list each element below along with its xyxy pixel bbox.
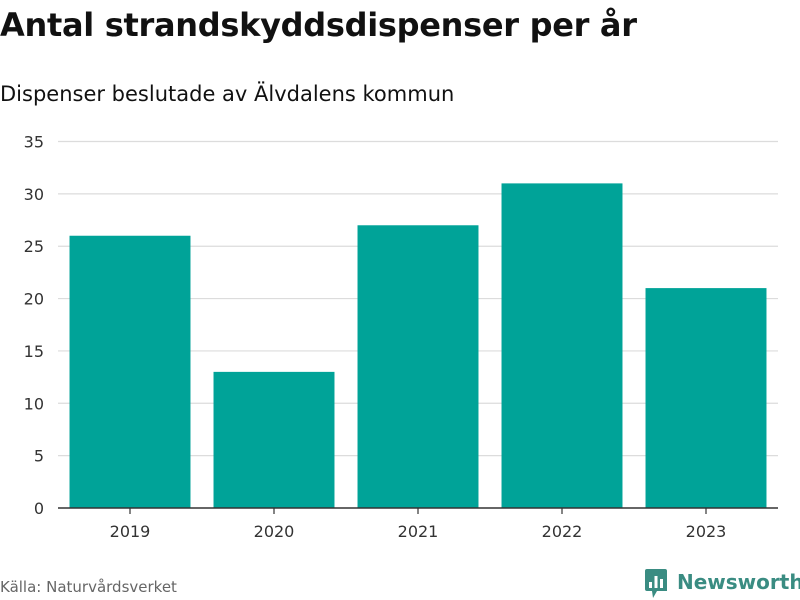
bar-2023	[645, 288, 767, 508]
bar-2020	[213, 371, 335, 508]
bar-2021	[357, 225, 479, 508]
x-tick-label: 2019	[110, 522, 151, 541]
y-tick-label: 5	[34, 447, 44, 466]
x-tick-label: 2020	[254, 522, 295, 541]
x-tick-label: 2023	[686, 522, 727, 541]
chart-title: Antal strandskyddsdispenser per år	[0, 6, 637, 44]
bars	[69, 183, 767, 508]
y-tick-label: 30	[24, 185, 44, 204]
x-tick-label: 2022	[542, 522, 583, 541]
y-tick-label: 20	[24, 290, 44, 309]
x-tick-label: 2021	[398, 522, 439, 541]
brand-logo: Newsworthy	[644, 568, 800, 600]
y-tick-label: 25	[24, 237, 44, 256]
y-tick-label: 15	[24, 342, 44, 361]
source-note: Källa: Naturvårdsverket	[0, 578, 177, 596]
y-tick-label: 0	[34, 499, 44, 518]
bar-2019	[69, 235, 191, 508]
y-axis-ticks: 0 5 10 15 20 25 30 35	[24, 133, 44, 519]
y-tick-label: 35	[24, 133, 44, 152]
y-tick-label: 10	[24, 394, 44, 413]
brand-name: Newsworthy	[677, 570, 800, 594]
chart-subtitle: Dispenser beslutade av Älvdalens kommun	[0, 82, 455, 106]
bar-2022	[501, 183, 623, 508]
x-axis-ticks: 2019 2020 2021 2022 2023	[110, 508, 727, 541]
bar-chart-icon	[645, 569, 667, 598]
